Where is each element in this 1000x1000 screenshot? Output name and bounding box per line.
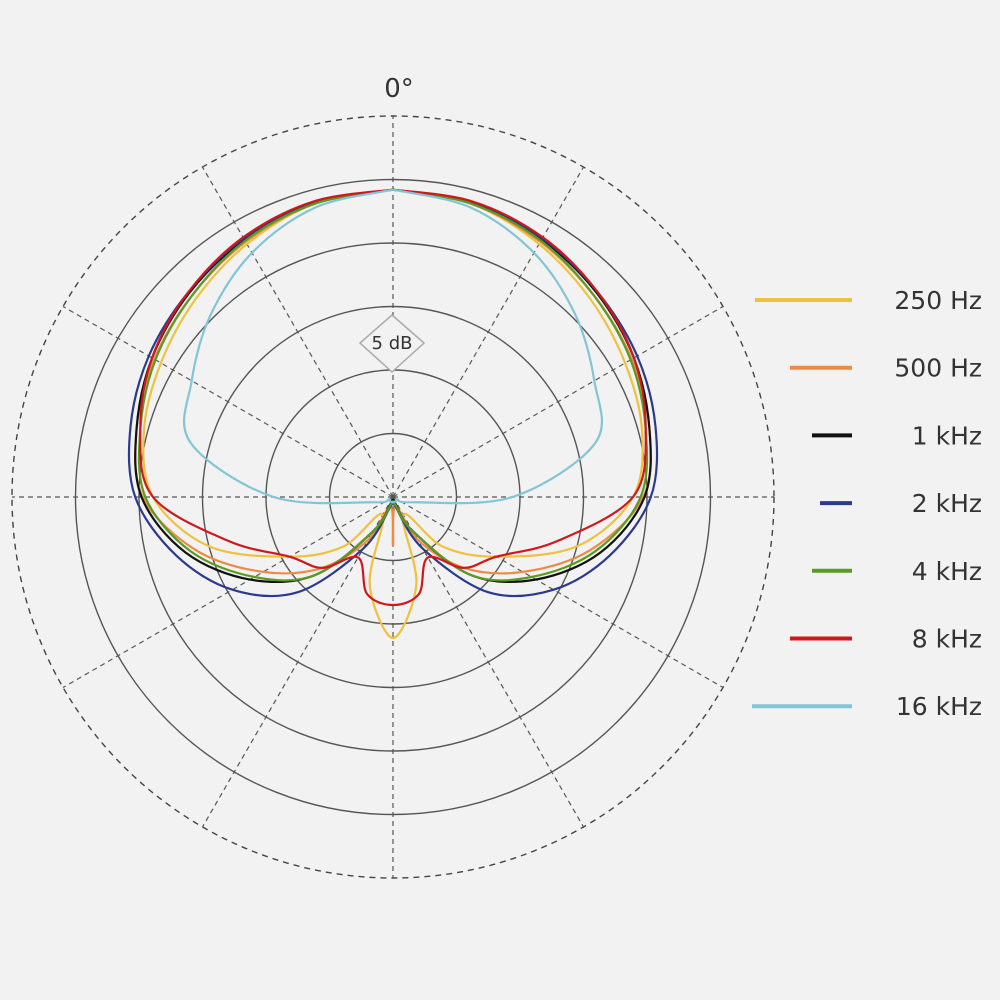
spoke [392,496,585,828]
theta-tick-label: 0° [384,74,414,104]
legend-label: 1 kHz [912,421,982,450]
series-line [142,188,644,640]
legend-label: 500 Hz [894,354,982,383]
legend: 250 Hz 500 Hz 1 kHz 2 kHz 4 kHz 8 kHz 16 kHz [752,286,982,721]
legend-label: 8 kHz [912,625,982,654]
legend-label: 2 kHz [912,489,982,518]
legend-label: 4 kHz [912,557,982,586]
spoke [201,496,394,828]
spoke [392,496,724,689]
series-line [182,188,604,505]
spoke [62,496,394,689]
curves [127,188,659,640]
spoke [201,166,394,498]
annotation: 5 dB [372,333,413,354]
legend-label: 250 Hz [894,286,982,315]
series-line [139,188,647,607]
spoke [62,305,394,498]
annotation-box [358,314,426,374]
legend-label: 16 kHz [896,692,982,721]
series-line [134,188,652,575]
spoke [392,166,585,498]
spoke [392,305,724,498]
